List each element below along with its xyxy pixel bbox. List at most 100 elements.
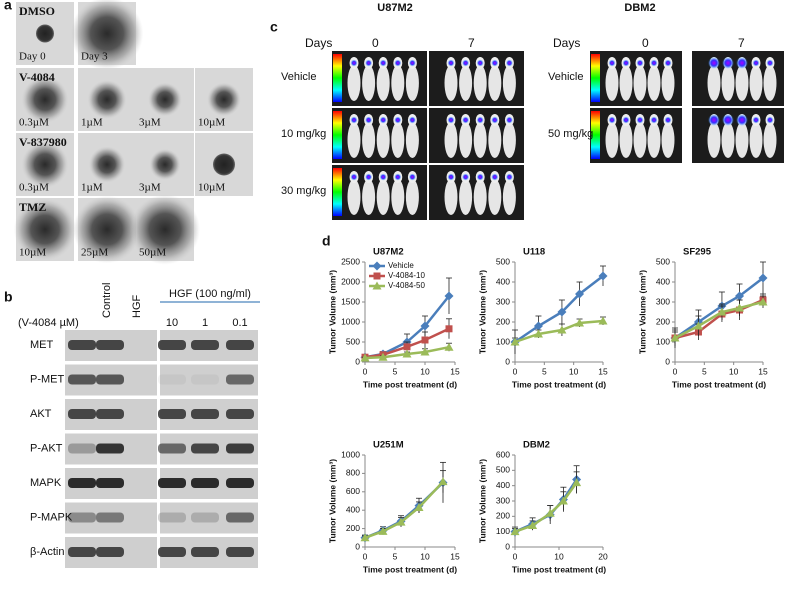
panel-label: a bbox=[4, 0, 12, 13]
color-scale bbox=[333, 54, 342, 102]
protein-label: β-Actin bbox=[30, 546, 64, 558]
marker bbox=[557, 307, 567, 317]
marker bbox=[533, 321, 543, 331]
y-tick-label: 600 bbox=[346, 486, 360, 496]
marker bbox=[420, 321, 430, 331]
x-tick-label: 5 bbox=[393, 551, 398, 561]
marker bbox=[420, 347, 430, 356]
x-tick-label: 15 bbox=[758, 366, 768, 376]
legend-label: V-4084-10 bbox=[388, 271, 425, 280]
spheroid bbox=[13, 198, 77, 261]
blot-band bbox=[96, 547, 124, 557]
group-row-label: Vehicle bbox=[548, 71, 583, 83]
blot-band bbox=[191, 512, 219, 523]
blot-band bbox=[226, 443, 254, 454]
dose-label: Day 0 bbox=[19, 51, 46, 63]
blot-band bbox=[158, 409, 186, 419]
blot-band bbox=[226, 374, 254, 385]
mouse bbox=[502, 65, 516, 101]
y-tick-label: 100 bbox=[496, 336, 510, 346]
blot-band bbox=[226, 547, 254, 557]
blot-band bbox=[191, 443, 219, 454]
chart-title: DBM2 bbox=[523, 440, 550, 451]
y-tick-label: 2500 bbox=[341, 256, 360, 266]
dose-label: 10 bbox=[166, 317, 178, 329]
signal bbox=[447, 173, 455, 181]
signal bbox=[476, 116, 484, 124]
color-scale bbox=[591, 111, 600, 159]
dose-label: 25µM bbox=[81, 247, 108, 259]
series-line bbox=[514, 481, 578, 533]
protein-label: MET bbox=[30, 339, 54, 351]
group-title: DBM2 bbox=[624, 2, 655, 14]
blot-band bbox=[96, 512, 124, 523]
marker bbox=[510, 527, 520, 536]
legend-label: V-4084-50 bbox=[388, 281, 425, 290]
mouse bbox=[749, 122, 763, 158]
mouse bbox=[707, 122, 721, 158]
mouse bbox=[502, 179, 516, 215]
marker bbox=[403, 343, 411, 351]
blot-band bbox=[226, 409, 254, 419]
y-tick-label: 0 bbox=[505, 356, 510, 366]
signal bbox=[766, 116, 774, 124]
spheroid bbox=[70, 0, 144, 70]
y-axis-label: Tumor Volume (mm³) bbox=[637, 270, 647, 354]
mouse bbox=[405, 122, 419, 158]
spheroid bbox=[149, 148, 181, 181]
signal bbox=[394, 173, 402, 181]
signal bbox=[408, 116, 416, 124]
x-tick-label: 5 bbox=[542, 366, 547, 376]
dose-label: 50µM bbox=[139, 247, 166, 259]
mouse bbox=[459, 179, 473, 215]
mouse bbox=[347, 179, 361, 215]
dose-label: Day 3 bbox=[81, 51, 108, 63]
signal bbox=[350, 59, 358, 67]
mouse bbox=[619, 65, 633, 101]
blot-band bbox=[68, 512, 96, 523]
color-scale bbox=[333, 111, 342, 159]
mouse bbox=[605, 65, 619, 101]
signal bbox=[491, 59, 499, 67]
blot-band bbox=[68, 374, 96, 385]
x-axis-label: Time post treatment (d) bbox=[672, 379, 766, 389]
signal bbox=[722, 57, 734, 69]
group-title: U87M2 bbox=[377, 2, 412, 14]
signal bbox=[622, 59, 630, 67]
signal bbox=[708, 57, 720, 69]
signal bbox=[476, 59, 484, 67]
blot-band bbox=[158, 512, 186, 523]
y-tick-label: 100 bbox=[656, 336, 670, 346]
marker bbox=[758, 297, 768, 306]
marker bbox=[378, 526, 388, 535]
mouse bbox=[661, 122, 675, 158]
marker bbox=[444, 291, 454, 301]
mouse bbox=[459, 65, 473, 101]
signal bbox=[608, 59, 616, 67]
y-tick-label: 0 bbox=[355, 356, 360, 366]
mouse bbox=[619, 122, 633, 158]
signal bbox=[447, 59, 455, 67]
marker bbox=[575, 318, 585, 327]
marker bbox=[575, 289, 585, 299]
dose-label: 10µM bbox=[198, 182, 225, 194]
x-tick-label: 15 bbox=[598, 366, 608, 376]
signal bbox=[752, 116, 760, 124]
x-tick-label: 15 bbox=[450, 366, 460, 376]
signal bbox=[505, 173, 513, 181]
signal bbox=[650, 59, 658, 67]
dose-label: 0.1 bbox=[232, 317, 247, 329]
spheroid bbox=[21, 76, 69, 123]
mouse bbox=[707, 65, 721, 101]
y-tick-label: 1500 bbox=[341, 296, 360, 306]
y-tick-label: 0 bbox=[505, 541, 510, 551]
mouse bbox=[473, 122, 487, 158]
blot-band bbox=[68, 443, 96, 454]
marker bbox=[717, 307, 727, 316]
blot-band bbox=[96, 443, 124, 454]
blot-band bbox=[191, 409, 219, 419]
treatment-label: HGF (100 ng/ml) bbox=[169, 288, 251, 300]
x-tick-label: 20 bbox=[598, 551, 608, 561]
blot-band bbox=[96, 478, 124, 488]
x-tick-label: 10 bbox=[554, 551, 564, 561]
